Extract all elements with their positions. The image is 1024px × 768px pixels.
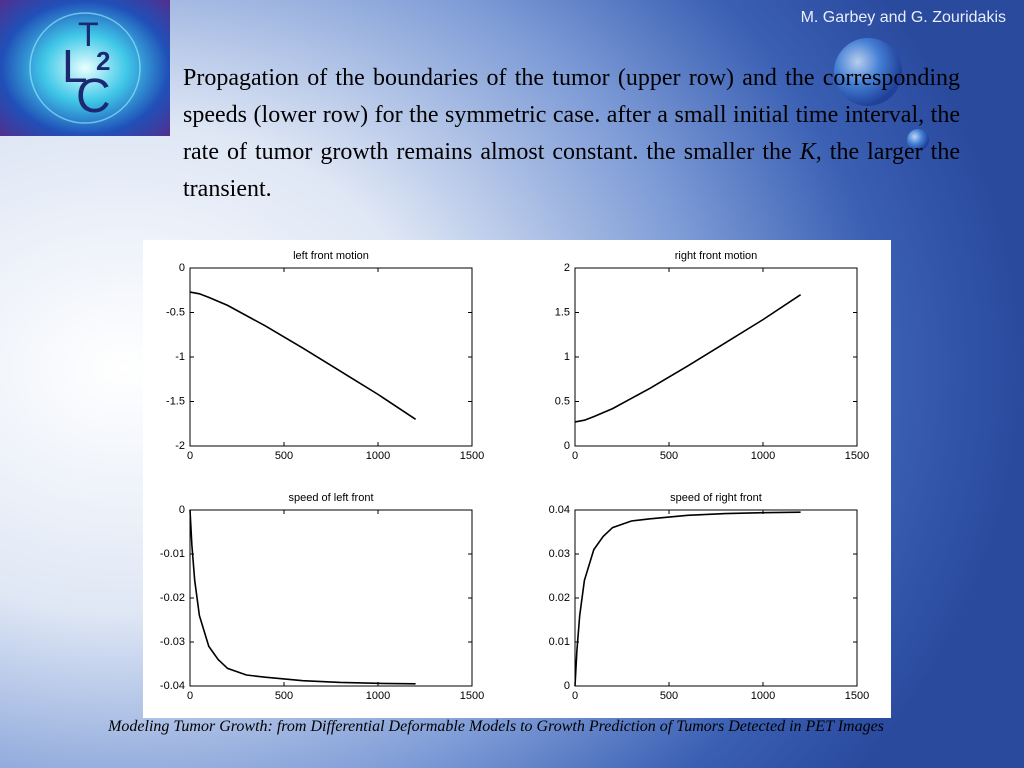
x-tick-label: 500 — [660, 690, 678, 702]
y-tick-label: -1 — [175, 351, 185, 363]
logo-bg — [0, 0, 170, 136]
x-tick-label: 1000 — [366, 450, 390, 462]
x-tick-label: 1000 — [751, 690, 775, 702]
x-tick-label: 0 — [572, 450, 578, 462]
y-tick-label: 0 — [179, 504, 185, 516]
chart-title: right front motion — [675, 250, 758, 262]
y-tick-label: 1 — [564, 351, 570, 363]
logo-letter: C — [76, 70, 111, 123]
y-tick-label: -0.04 — [160, 680, 185, 692]
data-line — [574, 511, 801, 687]
logo-letter: 2 — [96, 46, 110, 76]
data-line — [574, 294, 802, 423]
chart-title: speed of right front — [670, 492, 762, 504]
logo-letter: T — [78, 16, 99, 54]
data-line — [189, 291, 417, 420]
x-tick-label: 0 — [572, 690, 578, 702]
orb — [907, 129, 929, 151]
caption-emphasis: K, — [799, 139, 822, 165]
y-tick-label: 0 — [179, 262, 185, 274]
y-tick-label: -1.5 — [166, 395, 185, 407]
logo-letter: L — [62, 40, 88, 92]
y-tick-label: 0.04 — [549, 504, 570, 516]
caption-text: Propagation of the boundaries of the tum… — [183, 65, 960, 165]
caption-text: the larger the transient. — [183, 139, 961, 202]
chart-title: left front motion — [293, 250, 369, 262]
x-tick-label: 1500 — [845, 450, 869, 462]
y-tick-label: 1.5 — [555, 306, 570, 318]
caption: Propagation of the boundaries of the tum… — [183, 60, 960, 208]
x-tick-label: 0 — [187, 690, 193, 702]
y-tick-label: 0.02 — [549, 592, 570, 604]
chart-title: speed of left front — [289, 492, 374, 504]
author: M. Garbey and G. Zouridakis — [800, 9, 1006, 26]
y-tick-label: 2 — [564, 262, 570, 274]
x-tick-label: 0 — [187, 450, 193, 462]
orb — [834, 38, 902, 106]
y-tick-label: -0.02 — [160, 592, 185, 604]
y-tick-label: 0.03 — [549, 548, 570, 560]
y-tick-label: 0 — [564, 440, 570, 452]
logo-ring — [29, 12, 141, 124]
footer: Modeling Tumor Growth: from Differential… — [108, 718, 884, 735]
y-tick-label: -0.5 — [166, 306, 185, 318]
x-tick-label: 1000 — [366, 690, 390, 702]
logo: L T 2 C — [0, 0, 170, 136]
x-tick-label: 500 — [275, 690, 293, 702]
figure-bg — [143, 240, 891, 718]
y-tick-label: 0.5 — [555, 395, 570, 407]
y-tick-label: 0.01 — [549, 636, 570, 648]
x-tick-label: 1500 — [460, 450, 484, 462]
data-line — [189, 509, 416, 685]
x-tick-label: 1000 — [751, 450, 775, 462]
y-tick-label: -2 — [175, 440, 185, 452]
y-tick-label: -0.01 — [160, 548, 185, 560]
x-tick-label: 500 — [275, 450, 293, 462]
x-tick-label: 1500 — [460, 690, 484, 702]
x-tick-label: 500 — [660, 450, 678, 462]
y-tick-label: 0 — [564, 680, 570, 692]
x-tick-label: 1500 — [845, 690, 869, 702]
y-tick-label: -0.03 — [160, 636, 185, 648]
